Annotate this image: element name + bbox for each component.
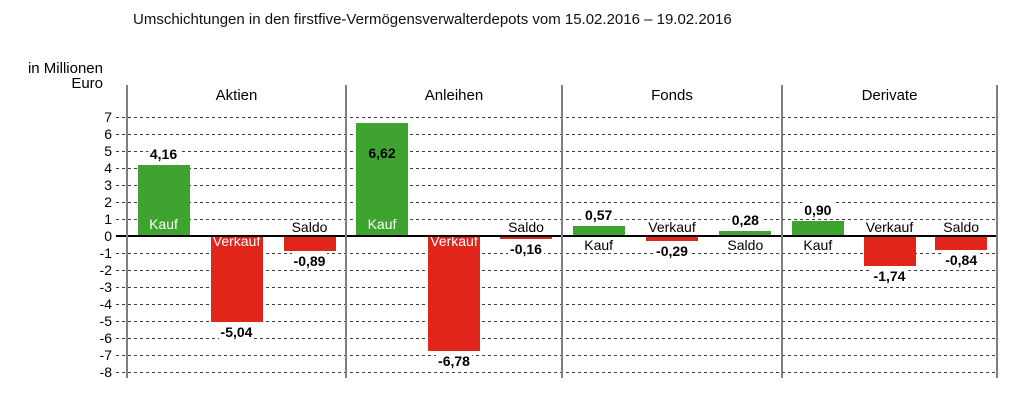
bar-label-fonds-verkauf: Verkauf [648, 219, 696, 235]
bar-aktien-verkauf [210, 236, 263, 322]
bar-value-fonds-saldo: 0,28 [729, 212, 761, 229]
gridline--3 [116, 287, 997, 288]
bar-label-aktien-saldo: Saldo [291, 219, 328, 235]
bar-label-derivate-saldo: Saldo [943, 219, 980, 235]
bar-value-derivate-saldo: -0,84 [943, 252, 980, 269]
gridline--2 [116, 270, 997, 271]
y-tick-label-3: 3 [104, 177, 112, 193]
gridline--8 [116, 372, 997, 373]
bar-label-anleihen-kauf: Kauf [367, 216, 397, 232]
bar-value-anleihen-verkauf: -6,78 [436, 353, 472, 370]
gridline-6 [116, 134, 997, 135]
group-header-derivate: Derivate [861, 87, 918, 104]
y-tick-label--5: -5 [99, 313, 112, 329]
bar-label-fonds-kauf: Kauf [584, 237, 614, 253]
bar-value-anleihen-kauf: 6,62 [368, 145, 396, 162]
bar-label-anleihen-saldo: Saldo [508, 219, 544, 235]
y-tick-label-6: 6 [104, 126, 112, 142]
bar-fonds-kauf [572, 226, 625, 236]
bar-anleihen-verkauf [428, 236, 480, 352]
bar-label-aktien-kauf: Kauf [149, 216, 178, 232]
y-tick-label--3: -3 [99, 279, 112, 295]
gridline--4 [116, 304, 997, 305]
y-axis-line [126, 85, 128, 378]
group-header-anleihen: Anleihen [424, 87, 484, 104]
zero-line [116, 235, 997, 237]
y-axis-unit-line1: in Millionen [27, 60, 103, 77]
y-axis-unit-line2: Euro [71, 75, 103, 92]
group-separator-2 [561, 85, 563, 378]
gridline--6 [116, 338, 997, 339]
gridline-7 [116, 117, 997, 118]
gridline-3 [116, 185, 997, 186]
y-tick-label--7: -7 [99, 347, 112, 363]
group-header-fonds: Fonds [651, 87, 693, 104]
y-tick-label-4: 4 [104, 160, 112, 176]
bar-label-derivate-verkauf: Verkauf [865, 219, 914, 235]
bar-value-fonds-verkauf: -0,29 [654, 242, 690, 259]
bar-aktien-kauf [137, 165, 190, 236]
bar-aktien-saldo [283, 236, 336, 252]
bar-label-anleihen-verkauf: Verkauf [430, 233, 478, 249]
group-separator-3 [781, 85, 783, 378]
plot-right-border [996, 85, 998, 378]
bar-derivate-saldo [935, 236, 988, 251]
bar-value-derivate-kauf: 0,90 [802, 201, 834, 218]
y-axis-unit-label: in Millionen Euro [8, 61, 103, 91]
bar-anleihen-kauf [356, 123, 408, 236]
bar-label-derivate-kauf: Kauf [803, 237, 833, 253]
bar-value-derivate-verkauf: -1,74 [871, 267, 908, 284]
gridline-2 [116, 202, 997, 203]
y-tick-label-7: 7 [104, 109, 112, 125]
bar-value-aktien-kauf: 4,16 [147, 146, 180, 163]
chart-title: Umschichtungen in den firstfive-Vermögen… [133, 11, 732, 28]
bar-value-anleihen-saldo: -0,16 [508, 240, 544, 257]
y-tick-label-1: 1 [104, 211, 112, 227]
gridline-1 [116, 219, 997, 220]
bar-anleihen-saldo [500, 236, 552, 239]
bar-derivate-verkauf [863, 236, 916, 266]
y-tick-label-2: 2 [104, 194, 112, 210]
bar-value-fonds-kauf: 0,57 [583, 207, 615, 224]
bar-value-aktien-saldo: -0,89 [291, 253, 328, 270]
y-tick-label--4: -4 [99, 296, 112, 312]
bar-label-fonds-saldo: Saldo [727, 237, 764, 253]
y-tick-label--8: -8 [99, 364, 112, 380]
y-tick-label--6: -6 [99, 330, 112, 346]
bar-value-aktien-verkauf: -5,04 [218, 323, 255, 340]
y-tick-label--1: -1 [99, 245, 112, 261]
bar-label-aktien-verkauf: Verkauf [212, 233, 261, 249]
gridline-4 [116, 168, 997, 169]
gridline-5 [116, 151, 997, 152]
group-header-aktien: Aktien [215, 87, 258, 104]
gridline--5 [116, 321, 997, 322]
y-tick-label--2: -2 [99, 262, 112, 278]
bar-fonds-saldo [719, 231, 772, 236]
y-tick-label-0: 0 [104, 228, 112, 244]
group-separator-1 [345, 85, 347, 378]
gridline--7 [116, 355, 997, 356]
bar-derivate-kauf [791, 220, 844, 236]
bar-fonds-verkauf [646, 236, 698, 241]
gridline--1 [116, 253, 997, 254]
y-tick-label-5: 5 [104, 143, 112, 159]
